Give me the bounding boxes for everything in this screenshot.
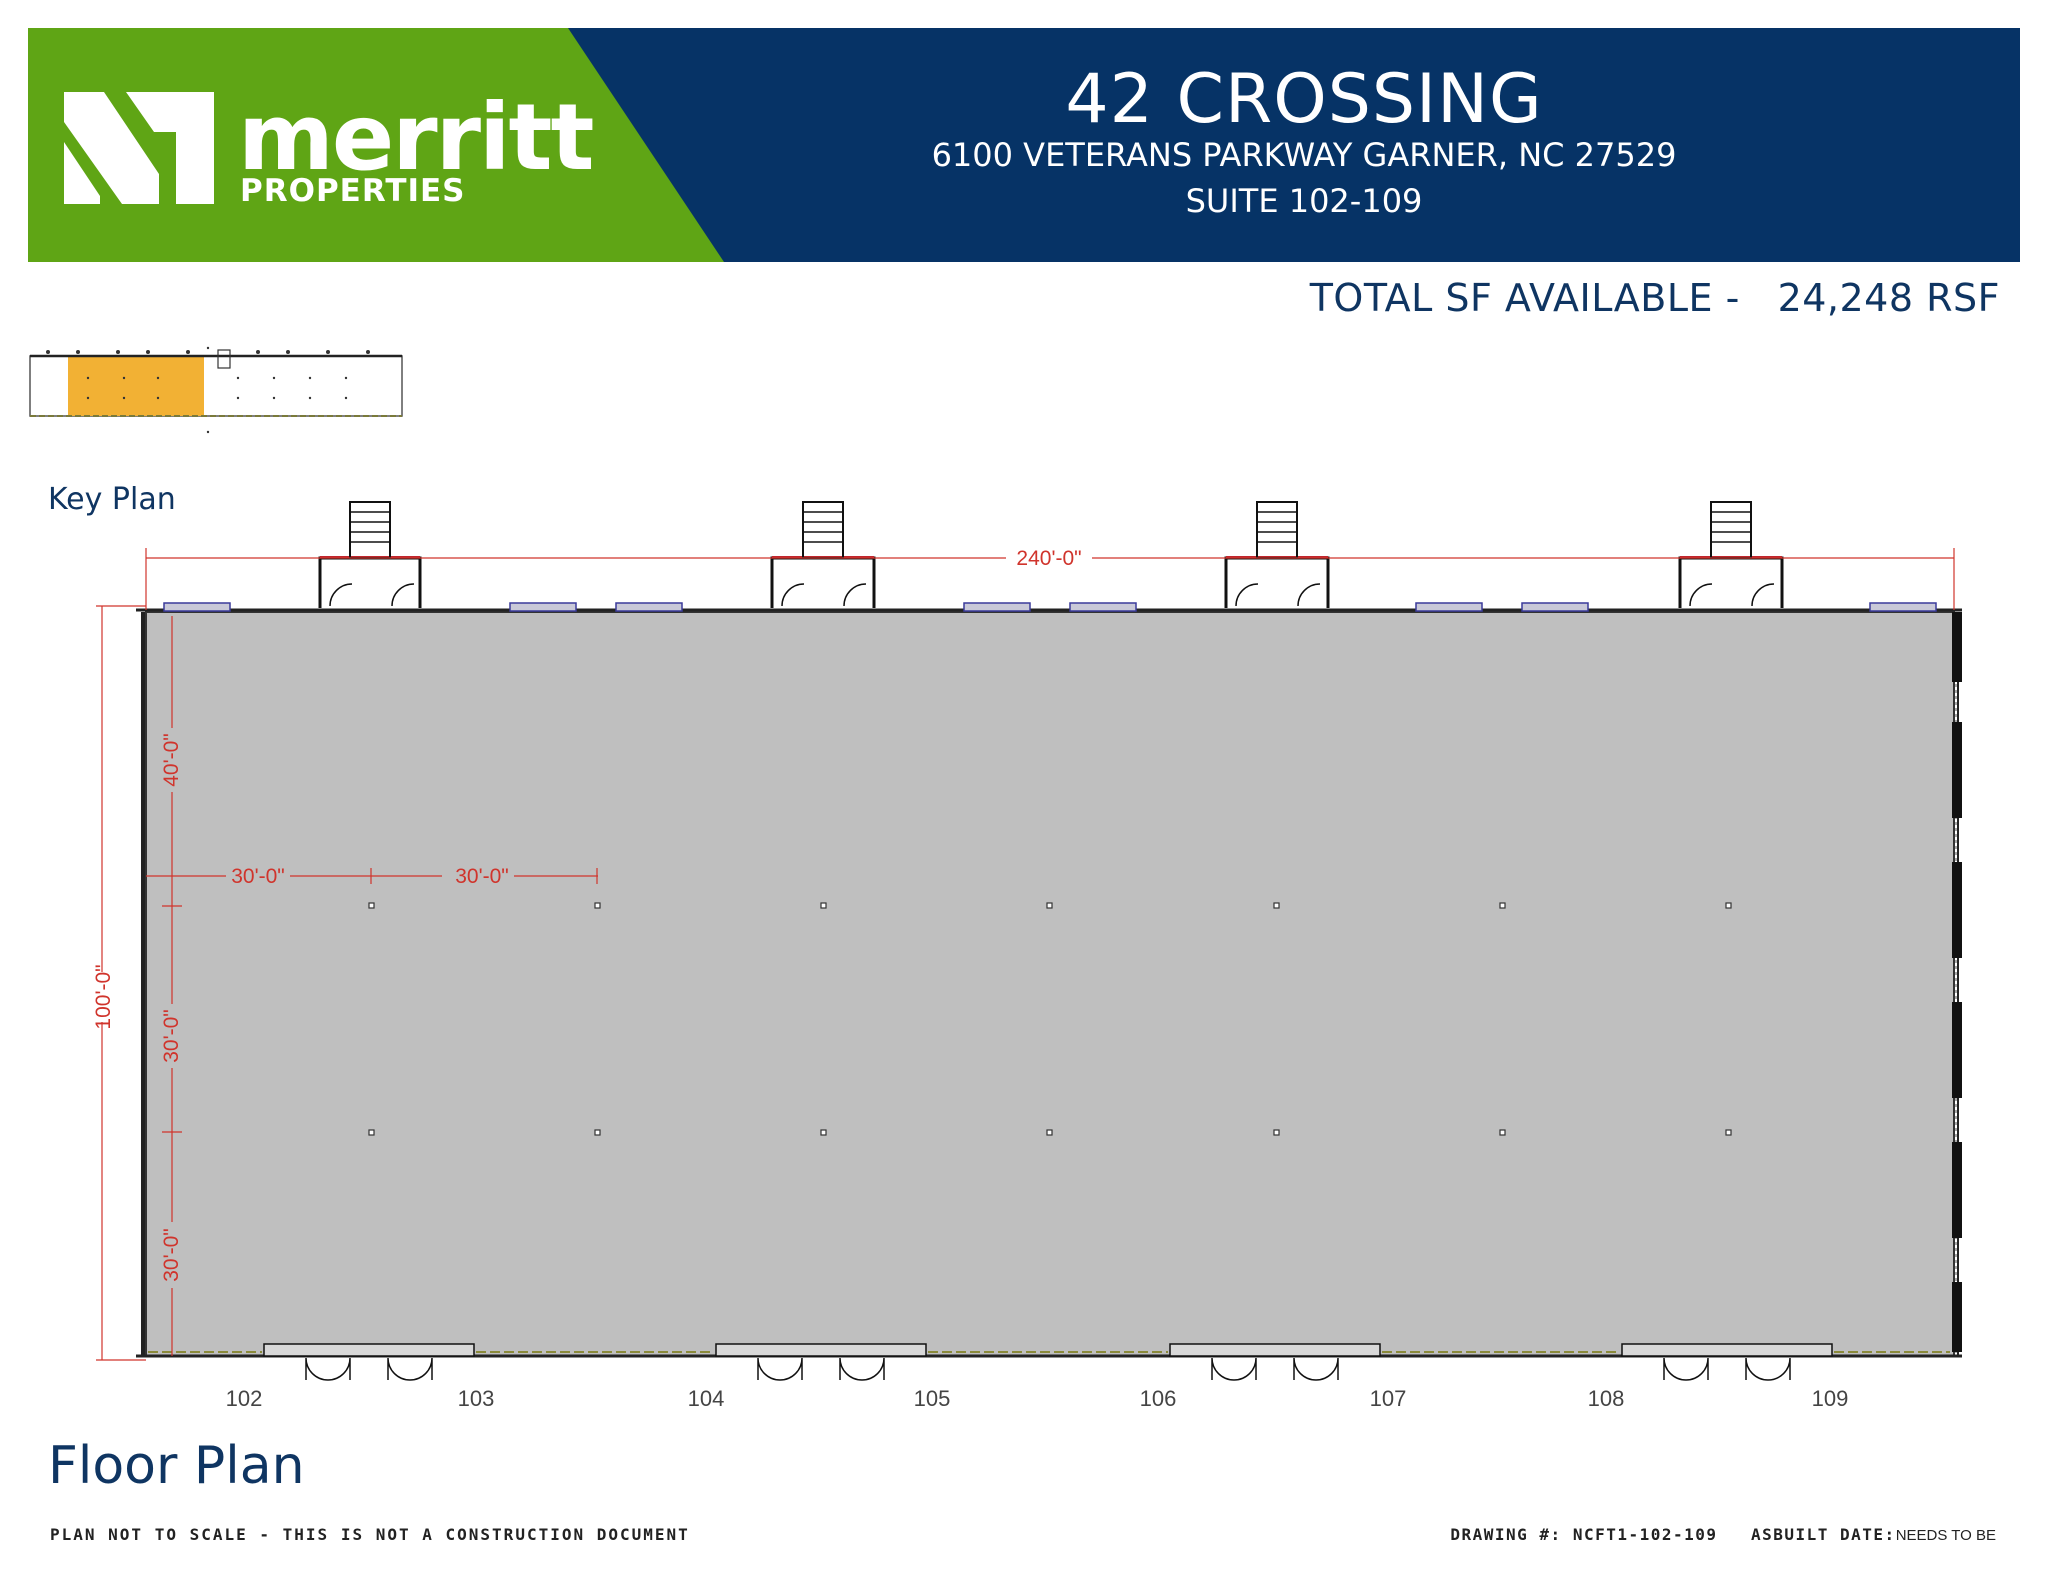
total-sf-value: 24,248 RSF	[1777, 276, 2000, 320]
key-plan-label: Key Plan	[48, 482, 176, 517]
drawing-number: NCFT1-102-109	[1572, 1525, 1718, 1544]
south-dock-doors	[263, 1343, 1833, 1357]
logo-subtitle: PROPERTIES	[240, 173, 466, 209]
suite-label-105: 105	[914, 1386, 951, 1411]
east-wall-panels	[1952, 612, 1962, 1352]
depth-dimension-2: 30'-0"	[160, 1009, 183, 1063]
suite-label-104: 104	[688, 1386, 725, 1411]
asbuilt-date-label: ASBUILT DATE:	[1750, 1525, 1896, 1544]
disclaimer-text: PLAN NOT TO SCALE - THIS IS NOT A CONSTR…	[50, 1525, 690, 1544]
north-windows	[163, 602, 1937, 612]
asbuilt-date-value: NEEDS TO BE	[1895, 1527, 1996, 1544]
drawing-info: DRAWING #: NCFT1-102-109 ASBUILT DATE:NE…	[1450, 1525, 1996, 1544]
suite-label-109: 109	[1812, 1386, 1849, 1411]
suite-label-103: 103	[458, 1386, 495, 1411]
overall-depth-dimension: 100'-0"	[92, 964, 115, 1029]
key-plan-thumbnail	[29, 346, 403, 434]
suite-label-107: 107	[1370, 1386, 1407, 1411]
merritt-logo-icon	[64, 92, 214, 204]
drawing-number-label: DRAWING #:	[1450, 1525, 1562, 1544]
project-address: 6100 VETERANS PARKWAY GARNER, NC 27529	[931, 136, 1677, 174]
project-title: 42 CROSSING	[1065, 60, 1543, 139]
structural-columns	[368, 902, 1732, 1136]
overall-width-dimension: 240'-0"	[1016, 547, 1081, 570]
south-double-doors	[305, 1357, 1791, 1381]
floor-plan-label: Floor Plan	[48, 1436, 305, 1496]
bay-dimension-1: 30'-0"	[231, 865, 285, 888]
project-suite: SUITE 102-109	[1185, 182, 1423, 220]
bay-dimension-2: 30'-0"	[455, 865, 509, 888]
total-sf-label: TOTAL SF AVAILABLE -	[1309, 276, 1740, 320]
suite-labels: 102 103 104 105 106 107 108 109	[226, 1386, 1849, 1411]
dimension-lines	[96, 548, 1955, 1361]
vestibule-4	[1678, 501, 1784, 608]
suite-label-106: 106	[1140, 1386, 1177, 1411]
stair-treads	[350, 511, 1751, 543]
suite-label-108: 108	[1588, 1386, 1625, 1411]
total-sf-available: TOTAL SF AVAILABLE - 24,248 RSF	[1310, 276, 2000, 320]
header-banner: merritt PROPERTIES 42 CROSSING 6100 VETE…	[28, 28, 2020, 262]
vestibule-1	[318, 501, 422, 608]
vestibule-2	[770, 501, 876, 608]
floor-area	[145, 611, 1955, 1357]
vestibule-3	[1224, 501, 1330, 608]
depth-dimension-3: 30'-0"	[160, 1228, 183, 1282]
suite-label-102: 102	[226, 1386, 263, 1411]
depth-dimension-1: 40'-0"	[160, 733, 183, 787]
key-plan-highlighted-suite	[68, 356, 204, 416]
logo-wordmark: merritt	[238, 84, 594, 191]
